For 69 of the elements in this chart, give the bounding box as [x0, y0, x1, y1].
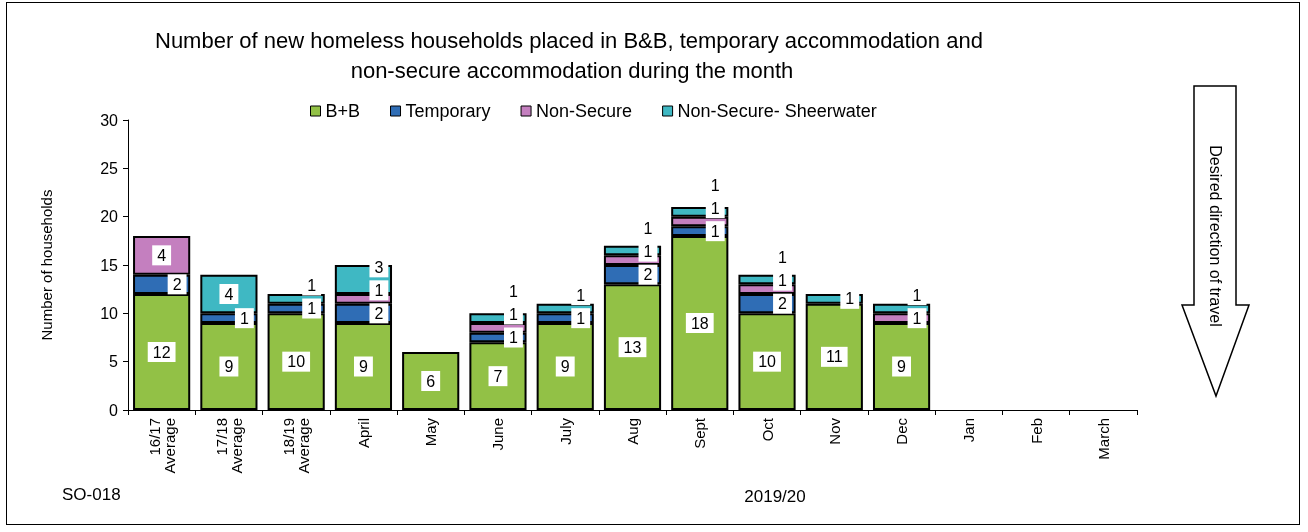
data-label: 1 [508, 329, 518, 346]
data-label: 1 [239, 309, 249, 327]
data-label: 1 [710, 199, 720, 217]
text: SO-018 [62, 484, 121, 504]
data-label: 1 [912, 309, 922, 327]
x-tick-label: March [1094, 418, 1112, 460]
data-label: 1 [643, 243, 653, 261]
x-tick-label: July [556, 417, 574, 445]
x-tick-label: Oct [758, 417, 776, 442]
data-label: 1 [508, 283, 518, 300]
x-tick-label: Sept [691, 417, 709, 449]
x-tick-label: 18/19 Average [280, 418, 313, 474]
data-label: 1 [778, 249, 788, 267]
y-axis-title: Number of households [38, 189, 55, 341]
data-label: 10 [758, 353, 777, 371]
x-tick-label: 17/18 Average [212, 418, 245, 474]
y-tick-label: 20 [100, 208, 119, 226]
data-label: 1 [710, 176, 720, 194]
x-tick-label: 16/17 Average [145, 418, 178, 474]
data-label: 2 [374, 304, 384, 322]
data-label: 1 [710, 222, 720, 240]
y-tick-label: 30 [100, 111, 119, 129]
data-label: 11 [826, 348, 843, 366]
x-tick-label: May [422, 417, 440, 447]
data-label: 2 [172, 275, 182, 293]
data-label: 12 [152, 343, 171, 361]
y-tick-label: 25 [100, 159, 119, 177]
data-label: 1 [778, 272, 788, 290]
x-tick-label: June [489, 418, 507, 451]
x-tick-label: Nov [825, 417, 843, 445]
data-label: 1 [307, 300, 317, 317]
data-label: 1 [845, 290, 855, 308]
data-label: 1 [912, 286, 922, 304]
data-label: 4 [224, 285, 234, 303]
data-label: 10 [287, 353, 306, 371]
x-tick-label: Aug [624, 418, 641, 445]
chart-title: Number of new homeless households placed in B&B, temporary accommodation and non-secure accommodation during the month [154, 27, 990, 83]
x-tick-label: Jan [960, 418, 978, 443]
data-label: 1 [307, 277, 317, 294]
y-tick-label: 10 [100, 304, 119, 322]
x-tick-label: April [354, 418, 372, 449]
data-label: 9 [897, 358, 907, 375]
legend-label: B+B [325, 101, 361, 121]
y-tick-label: 0 [109, 401, 119, 419]
data-label: 1 [508, 306, 518, 323]
data-label: 6 [426, 372, 436, 390]
legend-label: Non-Secure [536, 101, 633, 121]
data-label: 4 [157, 246, 167, 264]
data-label: 9 [560, 358, 570, 375]
data-label: 1 [576, 286, 586, 304]
data-label: 9 [224, 358, 234, 375]
data-label: 1 [374, 281, 384, 299]
data-label: 7 [493, 367, 503, 385]
legend-label: Temporary [405, 101, 491, 121]
data-label: 3 [374, 258, 384, 276]
x-tick-label: Feb [1027, 418, 1045, 444]
legend-label: Non-Secure- Sheerwater [677, 101, 877, 121]
data-label: 2 [778, 295, 788, 313]
y-tick-label: 5 [109, 353, 119, 371]
data-label: 9 [358, 358, 368, 375]
text: Desired direction of travel [1206, 145, 1224, 327]
data-label: 1 [576, 309, 586, 327]
data-label: 2 [643, 266, 653, 284]
data-label: 1 [643, 220, 653, 238]
data-label: 18 [690, 314, 709, 332]
x-tick-label: Dec [893, 417, 911, 445]
x-axis-title: 2019/20 [744, 486, 806, 506]
y-tick-label: 15 [100, 256, 119, 274]
data-label: 13 [623, 338, 642, 356]
